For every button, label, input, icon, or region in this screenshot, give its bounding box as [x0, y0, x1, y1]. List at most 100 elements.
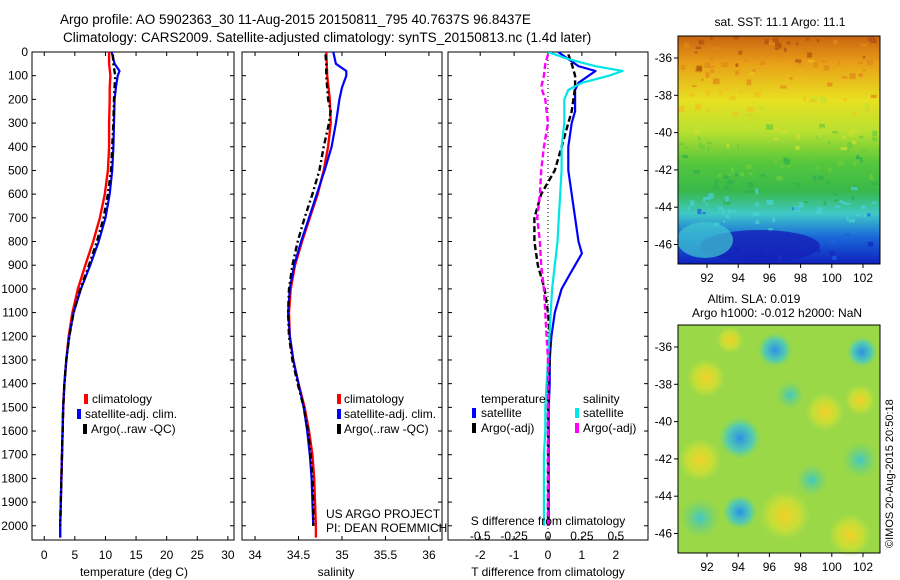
sst-texture-cell [760, 174, 765, 177]
sla-map-ticks: -36 -38 -40 -42 -44 -46 92 94 96 98 100 102 [655, 340, 874, 574]
sla-texture-blob [776, 381, 804, 409]
sst-texture-cell [827, 141, 831, 144]
sst-texture-cell [837, 160, 844, 166]
sst-texture-cell [694, 49, 702, 52]
legend-swatch-climatology [84, 394, 88, 404]
sst-texture-cell [760, 105, 765, 111]
sst-texture-cell [795, 145, 800, 150]
legend-label-temp-satellite: satellite [481, 406, 522, 420]
sst-texture-cell [840, 147, 848, 151]
map-y-tick-label: -36 [655, 51, 673, 65]
depth-axis: 0 100 200 300 400 500 600 700 800 900 1000 1100 1200… [1, 45, 28, 533]
sst-texture-cell [869, 174, 873, 180]
sst-texture-cell [704, 62, 711, 68]
sst-texture-cell [754, 202, 760, 207]
difference-legend: temperature salinity satellite Argo(-adj… [472, 392, 636, 435]
map-x-tick-label: 92 [700, 271, 714, 285]
sst-texture-cell [729, 96, 736, 100]
map-x-tick-label: 96 [763, 560, 777, 574]
sst-texture-cell [797, 62, 803, 65]
legend-label-argo: Argo(..raw -QC) [344, 422, 429, 436]
sla-map-title-line1: Altim. SLA: 0.019 [708, 292, 801, 306]
sst-texture-cell [851, 196, 855, 201]
sst-texture-cell [747, 87, 754, 90]
sst-map [677, 35, 881, 265]
sst-texture-cell [738, 172, 744, 177]
figure-title-line1: Argo profile: AO 5902363_30 11-Aug-2015 … [60, 12, 531, 27]
series-ssat-line [542, 52, 624, 526]
sst-texture-cell [807, 52, 812, 58]
sst-texture-cell [749, 71, 754, 76]
sst-texture-cell [823, 153, 829, 157]
sst-texture-cell [780, 85, 787, 89]
legend-label-sal-argo: Argo(-adj) [583, 421, 636, 435]
x-tick-label: 30 [221, 548, 235, 562]
sst-texture-cell [862, 69, 866, 72]
map-x-tick-label: 102 [853, 560, 873, 574]
sst-texture-cell [678, 142, 684, 146]
sst-texture-cell [867, 213, 871, 217]
sst-texture-cell [693, 169, 701, 174]
sst-texture-cell [835, 205, 841, 208]
sst-texture-cell [709, 65, 715, 68]
legend-swatch-climatology [337, 394, 341, 404]
sst-texture-cell [834, 199, 840, 202]
map-x-tick-label: 100 [822, 271, 842, 285]
sst-texture-cell [707, 141, 712, 145]
sst-texture-cell [760, 61, 766, 66]
map-x-tick-label: 94 [732, 271, 746, 285]
sst-texture-cell [872, 137, 878, 142]
sst-texture-cell [734, 173, 740, 177]
sst-texture-cell [698, 125, 703, 128]
sst-texture-cell [815, 209, 823, 215]
map-y-tick-label: -44 [655, 489, 673, 503]
sla-map-texture [678, 326, 878, 557]
sla-texture-blob [680, 498, 720, 538]
salinity-diff-tick-label: 0.25 [570, 529, 594, 543]
sst-texture-cell [841, 201, 847, 205]
sst-texture-cell [850, 131, 853, 138]
sst-texture-cell [847, 142, 853, 148]
sst-texture-cell [817, 249, 821, 253]
sst-texture-cell [764, 39, 769, 45]
project-annotation-line2: PI: DEAN ROEMMICH [326, 521, 447, 535]
map-x-tick-label: 96 [763, 271, 777, 285]
sst-texture-cell [712, 78, 720, 85]
sst-texture-cell [826, 180, 830, 185]
sst-texture-cell [692, 85, 697, 88]
sst-texture-cell [773, 137, 779, 141]
sst-texture-cell [728, 173, 731, 177]
sst-texture-cell [832, 131, 838, 134]
legend-swatch-sal-argo [575, 423, 579, 433]
sst-texture-cell [747, 107, 754, 112]
sst-texture-cell [867, 241, 874, 247]
sst-texture-cell [687, 206, 691, 211]
figure-title-line2: Climatology: CARS2009. Satellite-adjuste… [63, 30, 591, 45]
sst-texture-cell [823, 200, 827, 206]
legend-label-satellite: satellite-adj. clim. [85, 407, 177, 421]
sst-texture-cell [745, 123, 750, 130]
temperature-panel-frame [31, 51, 235, 541]
sst-texture-cell [755, 188, 759, 195]
sst-texture-cell [772, 38, 779, 43]
sst-texture-cell [751, 153, 756, 157]
sst-texture-cell [727, 125, 731, 128]
salinity-xlabel: salinity [318, 565, 355, 579]
sst-texture-cell [774, 160, 778, 165]
sst-texture-cell [844, 233, 851, 237]
sla-texture-blob [686, 358, 726, 398]
sst-texture-cell [871, 201, 878, 204]
sst-texture-cell [861, 149, 868, 153]
sst-texture-cell [699, 142, 702, 148]
sst-texture-cell [810, 156, 814, 161]
sst-texture-cell [704, 196, 712, 200]
sst-texture-cell [832, 193, 838, 196]
sla-texture-blob [846, 336, 878, 368]
map-x-tick-label: 98 [794, 560, 808, 574]
sst-texture-cell [820, 96, 825, 103]
salinity-diff-tick-label: -0.25 [500, 529, 528, 543]
sst-texture-cell [812, 175, 817, 182]
sla-map-frame [677, 324, 881, 554]
x-tick-label: 34.5 [287, 548, 311, 562]
sst-texture-cell [722, 209, 726, 215]
